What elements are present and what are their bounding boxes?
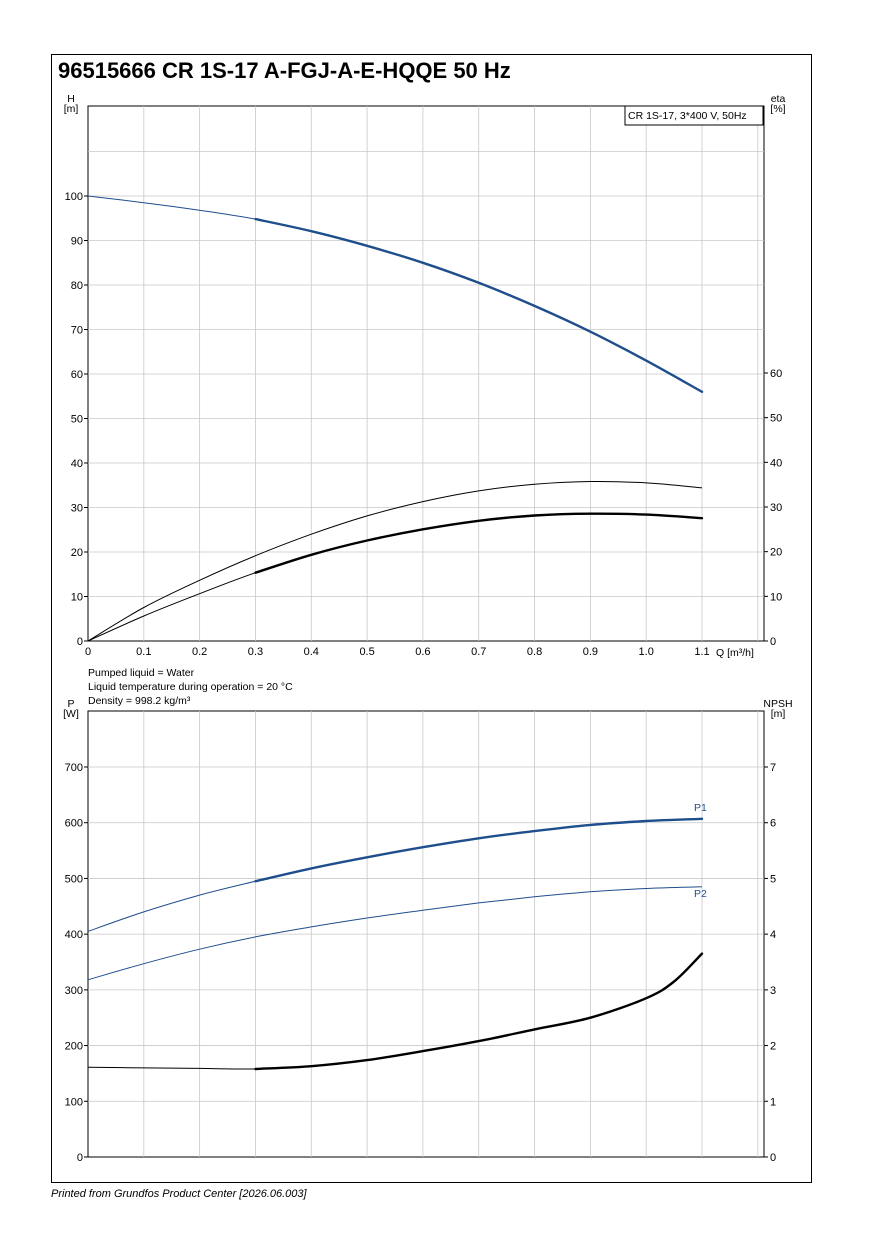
y-right-tick-label: 0 [770, 636, 776, 648]
x-tick-label: 0.8 [527, 646, 542, 658]
power-npsh-chart [84, 710, 768, 1158]
y-right-tick-label: 50 [770, 413, 782, 425]
y-left-tick-label: 500 [65, 873, 83, 885]
liquid-info-line: Density = 998.2 kg/m³ [88, 695, 191, 707]
y-left-axis-label: P [67, 698, 74, 710]
y-right-tick-label: 4 [770, 929, 776, 941]
y-right-axis-label: NPSH [763, 698, 792, 710]
page-title: 96515666 CR 1S-17 A-FGJ-A-E-HQQE 50 Hz [58, 58, 511, 83]
p1-curve-duty-range [254, 817, 704, 883]
left-curve [87, 195, 703, 393]
x-tick-label: 0.7 [471, 646, 486, 658]
x-tick-label: 1.0 [639, 646, 654, 658]
left-curve-duty-range [254, 217, 704, 393]
y-left-tick-label: 50 [71, 414, 83, 426]
p2-curve [87, 886, 703, 981]
y-left-tick-label: 700 [65, 762, 83, 774]
y-right-tick-label: 6 [770, 818, 776, 830]
y-left-tick-label: 100 [65, 1096, 83, 1108]
y-left-tick-label: 60 [71, 369, 83, 381]
head-efficiency-chart [84, 105, 768, 642]
right-curve-duty-range [254, 512, 704, 574]
y-left-tick-label: 10 [71, 592, 83, 604]
y-left-axis-label: H [67, 93, 75, 105]
liquid-info-line: Liquid temperature during operation = 20… [88, 681, 293, 693]
right-curve-duty-range [254, 952, 704, 1071]
x-tick-label: 0 [85, 646, 91, 658]
y-right-axis-label: eta [771, 93, 786, 105]
y-left-tick-label: 90 [71, 236, 83, 248]
x-tick-label: 0.3 [248, 646, 263, 658]
y-right-axis-unit: [%] [770, 103, 785, 115]
y-right-axis-unit: [m] [771, 708, 786, 720]
y-left-tick-label: 0 [77, 636, 83, 648]
y-right-tick-label: 40 [770, 457, 782, 469]
liquid-info-line: Pumped liquid = Water [88, 667, 195, 679]
y-right-tick-label: 20 [770, 547, 782, 559]
series-label-p2: P2 [694, 888, 707, 900]
y-left-tick-label: 600 [65, 818, 83, 830]
y-left-tick-label: 80 [71, 280, 83, 292]
y-left-tick-label: 30 [71, 503, 83, 515]
page-frame [51, 54, 812, 1183]
right-curve [87, 480, 703, 642]
x-tick-label: 1.1 [694, 646, 709, 658]
y-right-tick-label: 60 [770, 368, 782, 380]
y-right-tick-label: 1 [770, 1096, 776, 1108]
p1-curve [87, 818, 703, 932]
y-left-tick-label: 0 [77, 1152, 83, 1164]
y-left-tick-label: 200 [65, 1041, 83, 1053]
y-left-axis-unit: [m] [64, 103, 79, 115]
y-right-tick-label: 10 [770, 591, 782, 603]
y-left-tick-label: 400 [65, 929, 83, 941]
y-left-tick-label: 70 [71, 325, 83, 337]
y-right-tick-label: 0 [770, 1152, 776, 1164]
y-left-axis-unit: [W] [63, 708, 79, 720]
x-tick-label: 0.1 [136, 646, 151, 658]
y-right-tick-label: 7 [770, 762, 776, 774]
y-right-tick-label: 5 [770, 873, 776, 885]
y-left-tick-label: 40 [71, 458, 83, 470]
x-tick-label: 0.5 [359, 646, 374, 658]
x-axis-label: Q [m³/h] [716, 647, 754, 659]
plot-area [87, 105, 765, 642]
right-curve [87, 513, 703, 642]
x-tick-label: 0.2 [192, 646, 207, 658]
series-label-p1: P1 [694, 802, 707, 814]
y-right-tick-label: 3 [770, 985, 776, 997]
y-left-tick-label: 300 [65, 985, 83, 997]
x-tick-label: 0.4 [304, 646, 319, 658]
legend-box-text: CR 1S-17, 3*400 V, 50Hz [628, 110, 747, 122]
legend-box [624, 105, 764, 126]
y-left-tick-label: 100 [65, 191, 83, 203]
y-right-tick-label: 2 [770, 1041, 776, 1053]
footer-note: Printed from Grundfos Product Center [20… [51, 1188, 307, 1200]
x-tick-label: 0.6 [415, 646, 430, 658]
x-tick-label: 0.9 [583, 646, 598, 658]
y-right-tick-label: 30 [770, 502, 782, 514]
y-left-tick-label: 20 [71, 547, 83, 559]
